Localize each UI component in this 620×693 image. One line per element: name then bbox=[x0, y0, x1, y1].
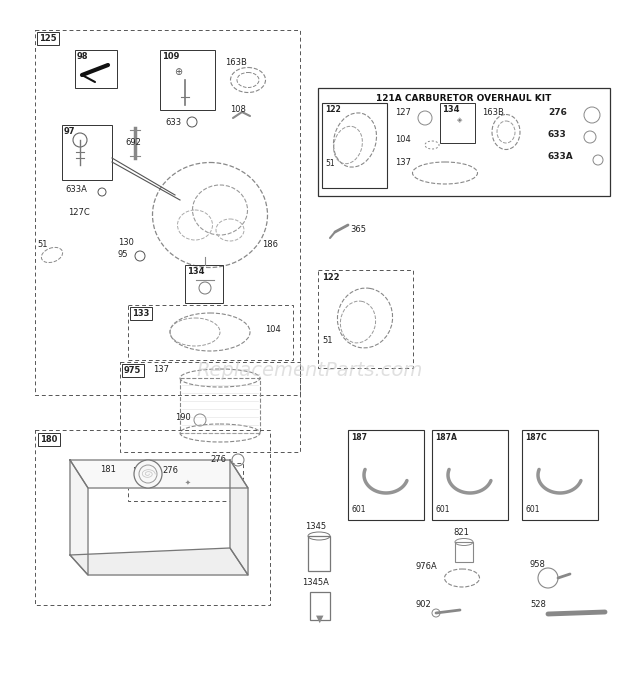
Text: 276: 276 bbox=[162, 466, 178, 475]
Text: 51: 51 bbox=[325, 159, 335, 168]
Bar bbox=[522, 430, 598, 520]
Bar bbox=[180, 378, 260, 433]
Bar bbox=[120, 362, 300, 452]
Text: 187C: 187C bbox=[525, 433, 547, 442]
Text: 127: 127 bbox=[395, 108, 411, 117]
Bar bbox=[185, 265, 223, 303]
Text: 601: 601 bbox=[351, 505, 366, 514]
Text: 633: 633 bbox=[548, 130, 567, 139]
Text: 122: 122 bbox=[322, 273, 340, 282]
Polygon shape bbox=[70, 460, 248, 488]
Bar bbox=[75, 50, 117, 88]
Bar bbox=[35, 430, 270, 605]
Text: 127C: 127C bbox=[68, 208, 90, 217]
Text: 97: 97 bbox=[64, 127, 76, 136]
Bar bbox=[348, 430, 424, 520]
Bar bbox=[38, 433, 60, 446]
Bar bbox=[322, 103, 387, 188]
Bar bbox=[440, 103, 475, 143]
Text: 692: 692 bbox=[125, 138, 141, 147]
Text: 976A: 976A bbox=[415, 562, 436, 571]
Polygon shape bbox=[70, 548, 248, 575]
Bar bbox=[130, 307, 152, 320]
Text: 633A: 633A bbox=[65, 185, 87, 194]
Text: ✦: ✦ bbox=[185, 480, 191, 486]
Text: 137: 137 bbox=[395, 158, 411, 167]
Text: 122: 122 bbox=[325, 105, 341, 114]
Text: 902: 902 bbox=[415, 600, 431, 609]
Text: 601: 601 bbox=[525, 505, 539, 514]
Text: 134: 134 bbox=[187, 267, 205, 276]
Bar bbox=[318, 270, 413, 368]
Text: 190: 190 bbox=[175, 413, 191, 422]
Bar bbox=[455, 542, 473, 562]
Text: 187: 187 bbox=[351, 433, 367, 442]
Text: 133: 133 bbox=[132, 309, 149, 318]
Text: 108: 108 bbox=[230, 105, 246, 114]
Text: 125: 125 bbox=[39, 34, 56, 43]
Bar bbox=[37, 32, 59, 45]
Text: 130: 130 bbox=[118, 238, 134, 247]
Text: 104: 104 bbox=[395, 135, 410, 144]
Text: 633A: 633A bbox=[548, 152, 574, 161]
Text: 365: 365 bbox=[350, 225, 366, 234]
Text: 1345A: 1345A bbox=[302, 578, 329, 587]
Text: 601: 601 bbox=[435, 505, 449, 514]
Text: 821: 821 bbox=[453, 528, 469, 537]
Text: 117: 117 bbox=[132, 467, 149, 476]
Text: 121A CARBURETOR OVERHAUL KIT: 121A CARBURETOR OVERHAUL KIT bbox=[376, 94, 552, 103]
Bar bbox=[130, 465, 152, 478]
Polygon shape bbox=[70, 460, 88, 575]
Text: 98: 98 bbox=[77, 52, 89, 61]
Text: 109: 109 bbox=[162, 52, 179, 61]
Bar bbox=[128, 305, 293, 360]
Text: 181: 181 bbox=[100, 465, 116, 474]
Bar bbox=[310, 592, 330, 620]
Bar bbox=[308, 536, 330, 571]
Text: 276: 276 bbox=[210, 455, 226, 464]
Text: ReplacementParts.com: ReplacementParts.com bbox=[197, 360, 423, 380]
Text: 180: 180 bbox=[40, 435, 58, 444]
Text: 51: 51 bbox=[322, 336, 332, 345]
Text: 528: 528 bbox=[530, 600, 546, 609]
Text: 975: 975 bbox=[124, 366, 141, 375]
Text: 163B: 163B bbox=[225, 58, 247, 67]
Circle shape bbox=[134, 460, 162, 488]
Text: 134: 134 bbox=[442, 105, 459, 114]
Text: 633: 633 bbox=[165, 118, 181, 127]
Bar bbox=[35, 30, 300, 395]
Bar bbox=[122, 364, 144, 377]
Bar bbox=[62, 125, 112, 180]
Text: 1345: 1345 bbox=[305, 522, 326, 531]
Text: ▼: ▼ bbox=[316, 614, 324, 624]
Text: 95: 95 bbox=[118, 250, 128, 259]
Text: ⊕: ⊕ bbox=[174, 67, 182, 77]
Bar bbox=[160, 50, 215, 110]
Bar bbox=[128, 463, 243, 501]
Text: ◈: ◈ bbox=[458, 117, 463, 123]
Polygon shape bbox=[230, 460, 248, 575]
Bar bbox=[318, 88, 610, 196]
Text: 137: 137 bbox=[153, 365, 169, 374]
Text: 51: 51 bbox=[37, 240, 48, 249]
Text: 276: 276 bbox=[548, 108, 567, 117]
Text: 186: 186 bbox=[262, 240, 278, 249]
Text: 958: 958 bbox=[530, 560, 546, 569]
Bar bbox=[432, 430, 508, 520]
Text: 187A: 187A bbox=[435, 433, 457, 442]
Text: 104: 104 bbox=[265, 325, 281, 334]
Text: 163B: 163B bbox=[482, 108, 504, 117]
